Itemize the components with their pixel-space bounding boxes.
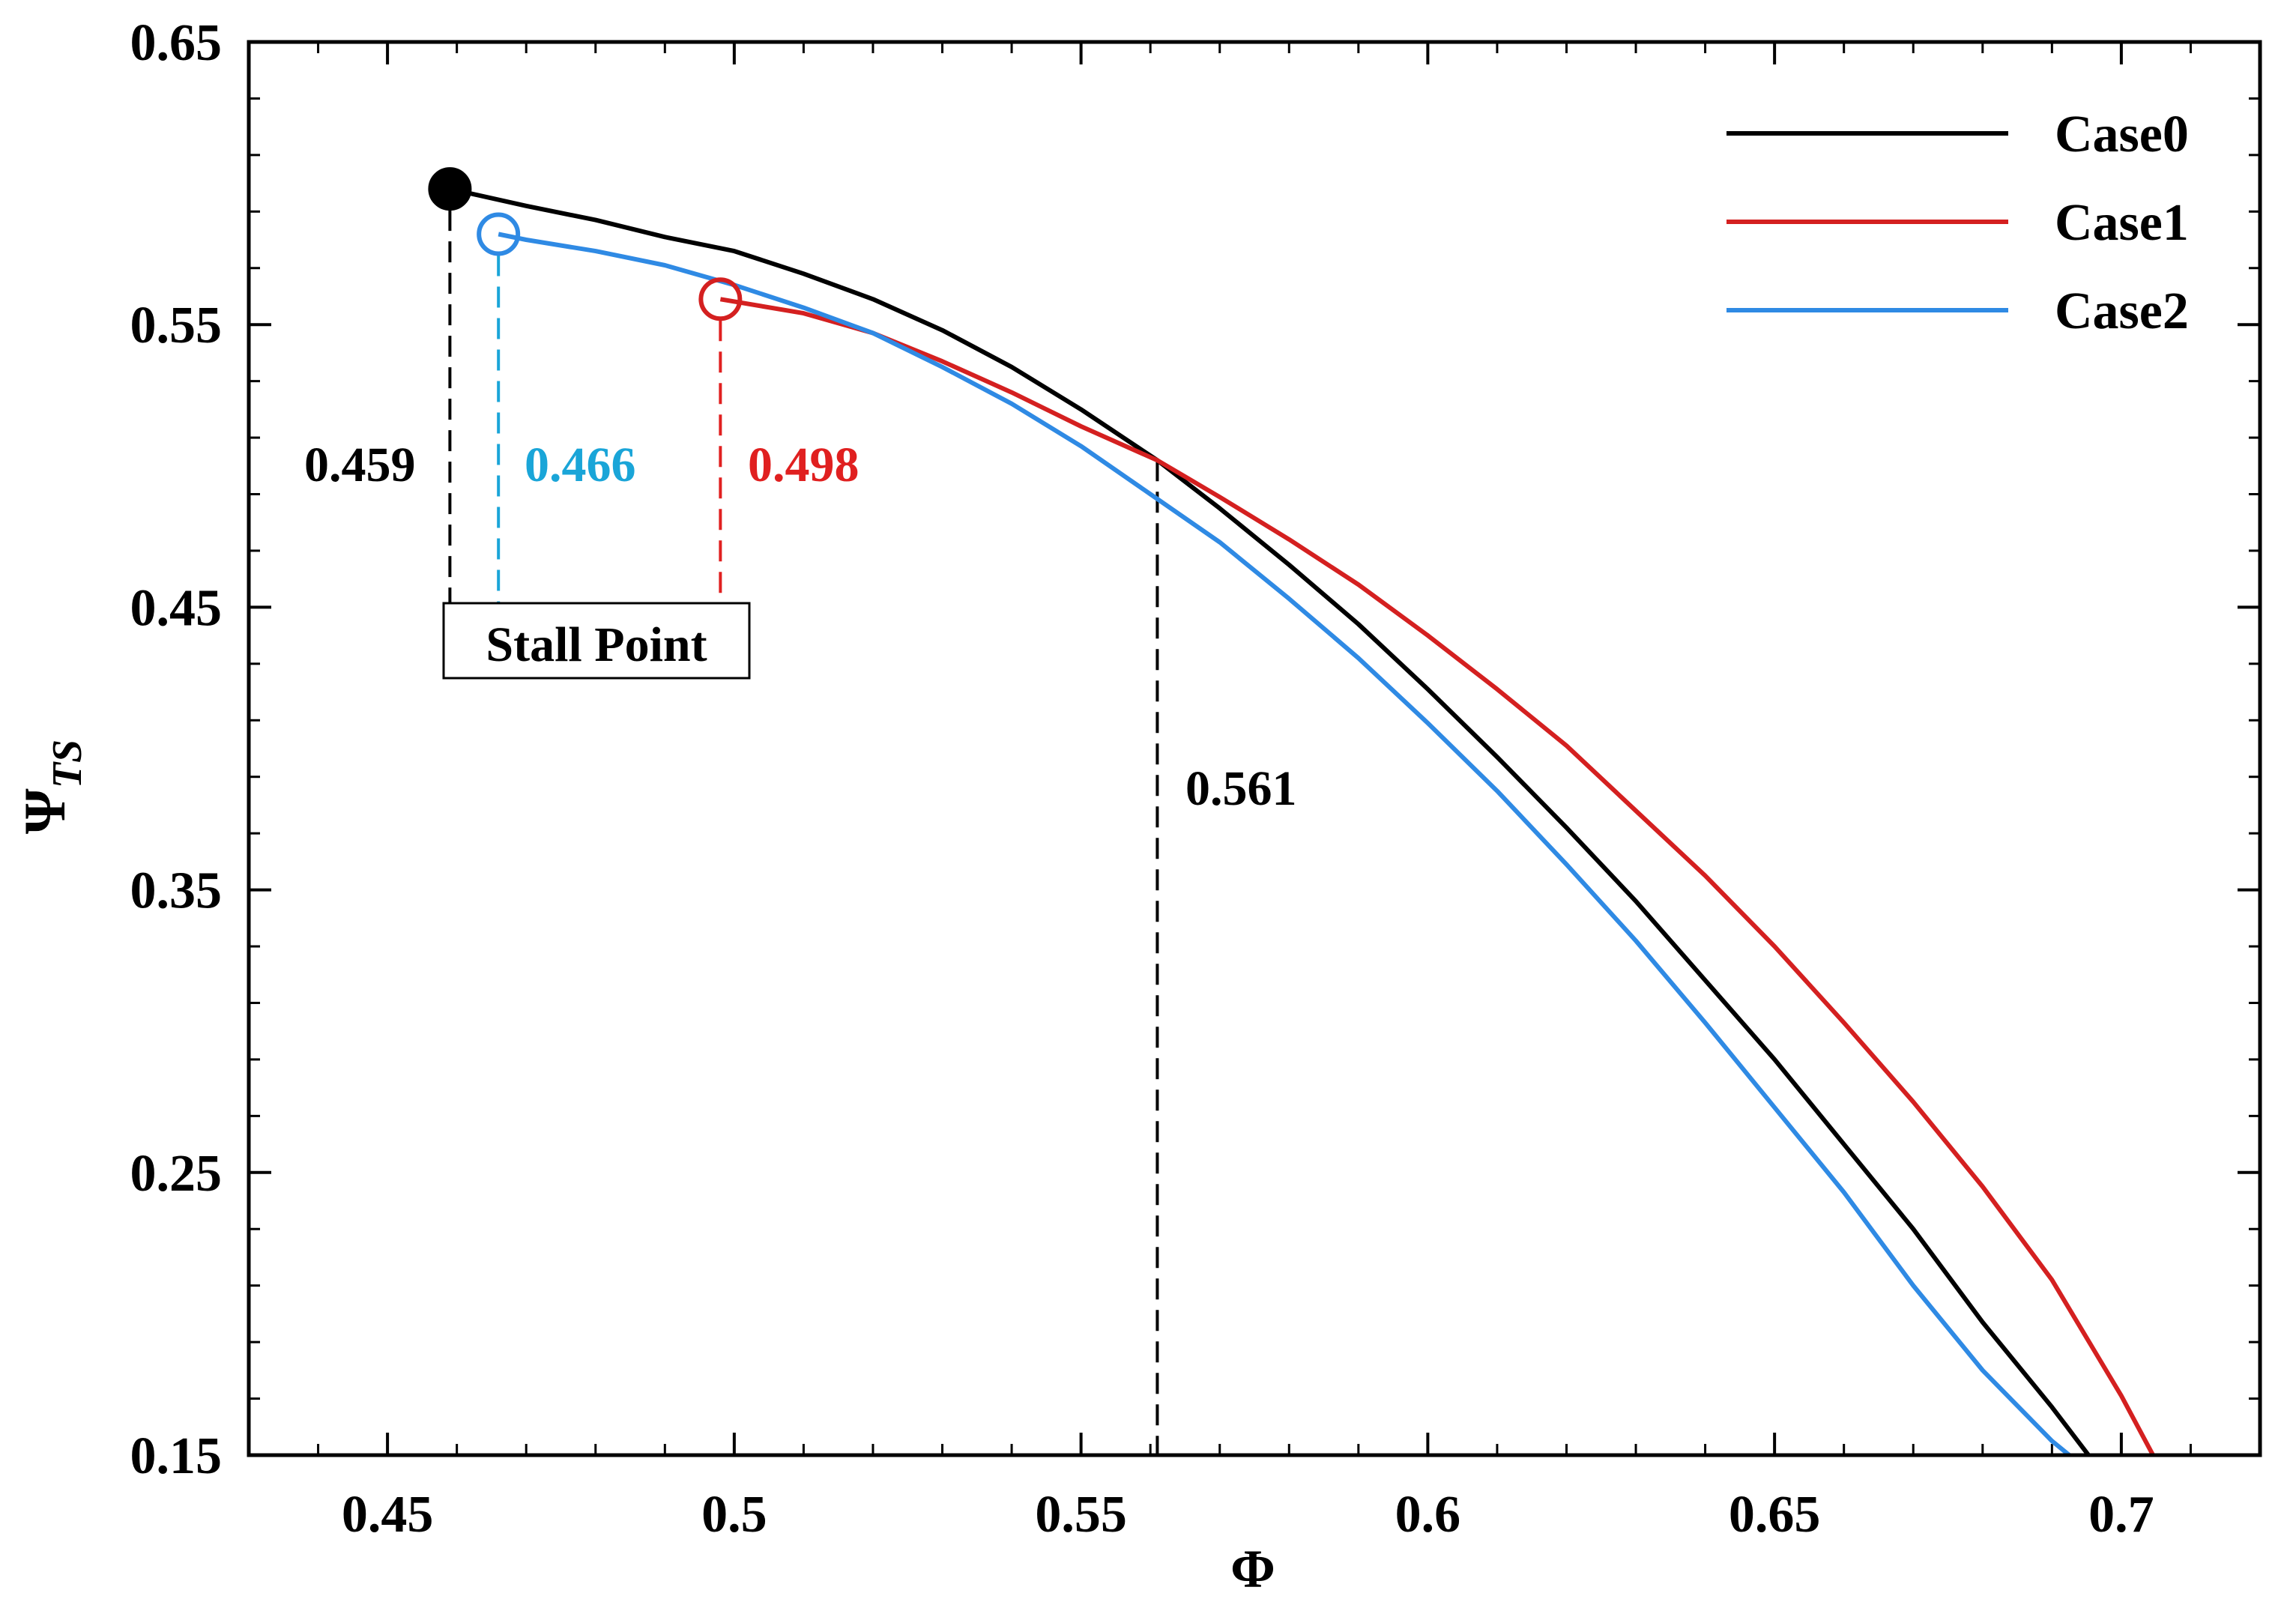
- legend-label-case0: Case0: [2055, 106, 2189, 163]
- stall-annotations: 0.459 0.466 0.498 Stall Point 0.561: [304, 438, 1297, 816]
- stall-markers: [428, 167, 743, 321]
- stall-point-label: Stall Point: [486, 617, 707, 672]
- x-tick-label: 0.6: [1395, 1486, 1461, 1544]
- stall-label-case2: 0.466: [525, 438, 636, 492]
- y-tick-label: 0.15: [130, 1427, 223, 1485]
- legend: Case0 Case1 Case2: [1726, 106, 2189, 340]
- y-axis-symbol: Ψ: [12, 788, 77, 834]
- plot-frame: [247, 40, 2262, 1457]
- stall-marker-case2: [477, 212, 521, 256]
- x-tick-label: 0.45: [342, 1486, 434, 1544]
- x-tick-label: 0.55: [1035, 1486, 1127, 1544]
- dashed-guides: [448, 210, 1159, 1455]
- stall-marker-case1: [698, 277, 743, 321]
- x-tick-label: 0.7: [2088, 1486, 2154, 1544]
- x-axis-title: Φ: [1230, 1539, 1275, 1599]
- y-axis-subscript: TS: [44, 740, 91, 788]
- x-tick-label: 0.5: [701, 1486, 767, 1544]
- series-line-case0: [449, 187, 2091, 1455]
- stall-marker-case0: [428, 167, 472, 211]
- tick-labels: 0.45 0.5 0.55 0.6 0.65 0.7 0.15 0.25 0.35 0.45 0.5…: [130, 14, 2154, 1544]
- x-tick-label: 0.65: [1729, 1486, 1821, 1544]
- series-line-case1: [719, 297, 2156, 1455]
- y-tick-label: 0.35: [130, 862, 223, 920]
- y-tick-label: 0.65: [130, 14, 223, 72]
- stall-label-case1: 0.498: [748, 438, 860, 492]
- intersection-label: 0.561: [1185, 761, 1297, 816]
- legend-label-case2: Case2: [2055, 282, 2189, 340]
- y-tick-label: 0.25: [130, 1145, 223, 1203]
- stall-label-case0: 0.459: [304, 438, 416, 492]
- y-tick-label: 0.45: [130, 579, 223, 637]
- y-tick-label: 0.55: [130, 297, 223, 354]
- y-axis-title: ΨTS: [12, 740, 91, 834]
- stall-point-box: [442, 602, 751, 680]
- legend-label-case1: Case1: [2055, 194, 2189, 252]
